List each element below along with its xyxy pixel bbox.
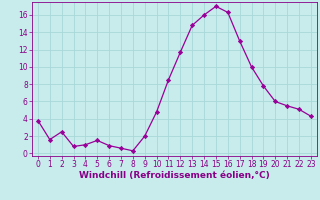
- X-axis label: Windchill (Refroidissement éolien,°C): Windchill (Refroidissement éolien,°C): [79, 171, 270, 180]
